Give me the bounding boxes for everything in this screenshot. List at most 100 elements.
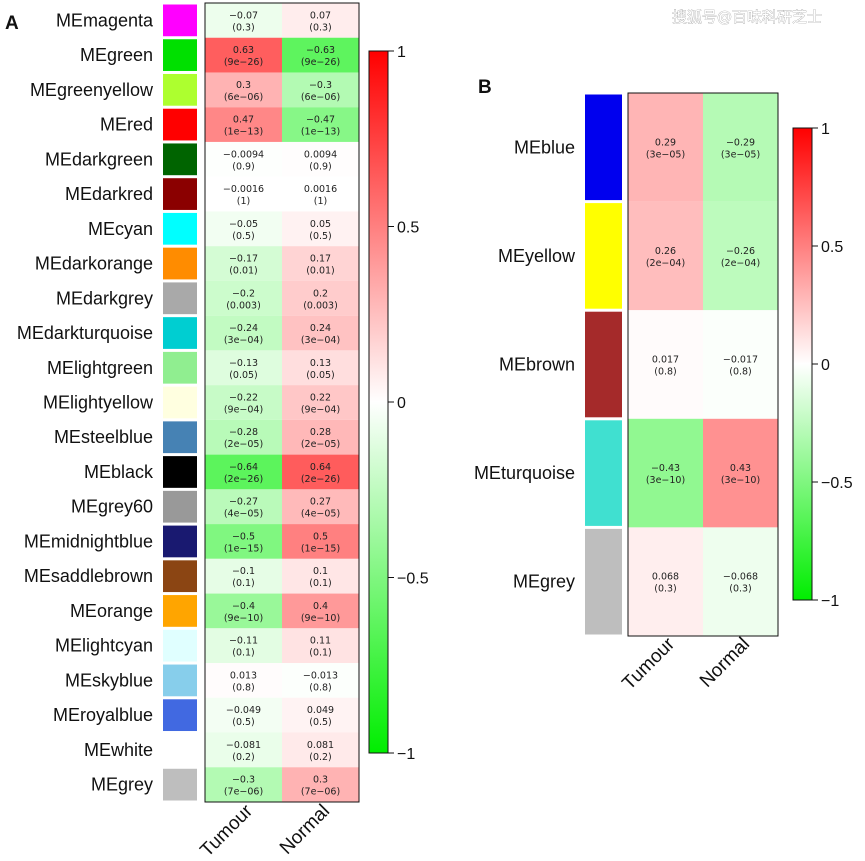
cell-pvalue: (4e−05) — [224, 509, 263, 520]
heatmap-cell — [205, 72, 282, 108]
heatmap-cell — [282, 663, 359, 698]
heatmap-cell — [703, 93, 778, 202]
heatmap-cell — [205, 107, 282, 142]
module-color-swatch — [163, 456, 197, 488]
heatmap-cell — [205, 628, 282, 664]
heatmap-cell — [282, 697, 359, 733]
heatmap-cell — [205, 385, 282, 420]
cell-correlation: 0.068 — [652, 572, 679, 583]
cell-correlation: −0.049 — [226, 705, 261, 716]
cell-pvalue: (6e−06) — [301, 92, 340, 103]
cell-pvalue: (0.1) — [309, 578, 332, 589]
heatmap-cell — [205, 37, 282, 73]
cell-correlation: −0.017 — [723, 355, 758, 366]
heatmap-cell — [282, 72, 359, 108]
heatmap-border — [627, 92, 779, 637]
cell-correlation: −0.068 — [723, 572, 758, 583]
heatmap-cell — [205, 558, 282, 594]
heatmap-cell — [282, 176, 359, 212]
cell-correlation: −0.27 — [229, 497, 258, 508]
cell-correlation: −0.63 — [306, 45, 335, 56]
cell-correlation: 0.1 — [313, 566, 328, 577]
cell-pvalue: (0.1) — [309, 648, 332, 659]
cell-correlation: 0.0016 — [304, 184, 337, 195]
panel-a-heatmap: A MEmagenta −0.07(0.3)0.07(0.3)MEgreen 0.63… — [5, 2, 429, 861]
cell-pvalue: (0.5) — [232, 717, 255, 728]
heatmap-cell — [205, 663, 282, 698]
module-color-swatch — [163, 560, 197, 593]
column-label: Normal — [696, 634, 754, 692]
heatmap-cell — [282, 454, 359, 490]
heatmap-cell — [205, 3, 282, 38]
row-label: MEmagenta — [56, 10, 154, 30]
row-label: MEdarkred — [65, 184, 153, 204]
module-color-swatch — [163, 629, 197, 662]
heatmap-cell — [205, 593, 282, 629]
cell-correlation: 0.22 — [310, 393, 331, 404]
cell-pvalue: (0.3) — [232, 22, 255, 33]
heatmap-cell — [703, 527, 778, 636]
cell-pvalue: (9e−26) — [224, 57, 263, 68]
row-label: MElightgreen — [47, 358, 153, 378]
heatmap-cell — [205, 141, 282, 177]
colorbar-tick-label: −0.5 — [397, 571, 429, 588]
heatmap-cell — [628, 201, 703, 311]
heatmap-cell — [282, 280, 359, 316]
heatmap-cell — [282, 628, 359, 664]
cell-pvalue: (3e−05) — [721, 149, 760, 160]
cell-correlation: −0.07 — [229, 10, 258, 21]
colorbar-tick-label: 1 — [397, 44, 406, 61]
cell-correlation: 0.24 — [310, 323, 331, 334]
row-label: MEgrey60 — [71, 497, 153, 517]
heatmap-cell — [205, 419, 282, 455]
cell-pvalue: (0.3) — [729, 584, 752, 595]
cell-pvalue: (2e−04) — [646, 258, 685, 269]
heatmap-cell — [703, 418, 778, 528]
column-label: Normal — [276, 801, 334, 859]
module-color-swatch — [163, 595, 197, 627]
heatmap-cell — [205, 280, 282, 316]
heatmap-cell — [628, 93, 703, 202]
cell-pvalue: (0.01) — [306, 266, 335, 277]
heatmap-cell — [282, 3, 359, 38]
module-color-swatch — [163, 39, 197, 71]
heatmap-cell — [282, 107, 359, 142]
cell-pvalue: (0.003) — [226, 300, 261, 311]
cell-pvalue: (0.1) — [232, 578, 255, 589]
module-color-swatch — [585, 311, 622, 418]
module-color-swatch — [163, 178, 197, 210]
row-label: MEgreen — [80, 45, 153, 65]
cell-correlation: 0.3 — [313, 775, 328, 786]
module-color-swatch — [163, 490, 197, 523]
cell-correlation: −0.013 — [303, 670, 338, 681]
row-label: MEorange — [70, 601, 153, 621]
row-label: MEsaddlebrown — [24, 566, 153, 586]
cell-pvalue: (0.05) — [229, 370, 258, 381]
module-color-swatch — [163, 699, 197, 732]
cell-pvalue: (0.5) — [309, 231, 332, 242]
column-label: Tumour — [618, 633, 679, 694]
cell-correlation: 0.26 — [655, 246, 676, 257]
cell-pvalue: (1) — [237, 196, 250, 207]
cell-correlation: 0.17 — [310, 254, 331, 265]
row-label: MEsteelblue — [54, 427, 153, 447]
heatmap-cell — [282, 419, 359, 455]
row-label: MEskyblue — [65, 670, 153, 690]
cell-correlation: −0.43 — [651, 463, 680, 474]
cell-pvalue: (0.5) — [309, 717, 332, 728]
row-label: MEcyan — [88, 219, 153, 239]
cell-correlation: 0.28 — [310, 427, 331, 438]
cell-pvalue: (0.3) — [654, 584, 677, 595]
cell-pvalue: (0.003) — [303, 300, 338, 311]
cell-pvalue: (9e−10) — [224, 613, 263, 624]
cell-correlation: 0.5 — [313, 531, 328, 542]
cell-pvalue: (1e−15) — [224, 543, 263, 554]
cell-correlation: −0.13 — [229, 358, 258, 369]
row-label: MEblue — [514, 137, 575, 157]
module-color-swatch — [585, 203, 622, 309]
cell-pvalue: (1e−15) — [301, 543, 340, 554]
module-color-swatch — [163, 108, 197, 141]
colorbar-tick-label: 0.5 — [397, 220, 419, 237]
cell-pvalue: (4e−05) — [301, 509, 340, 520]
cell-correlation: −0.081 — [226, 740, 261, 751]
